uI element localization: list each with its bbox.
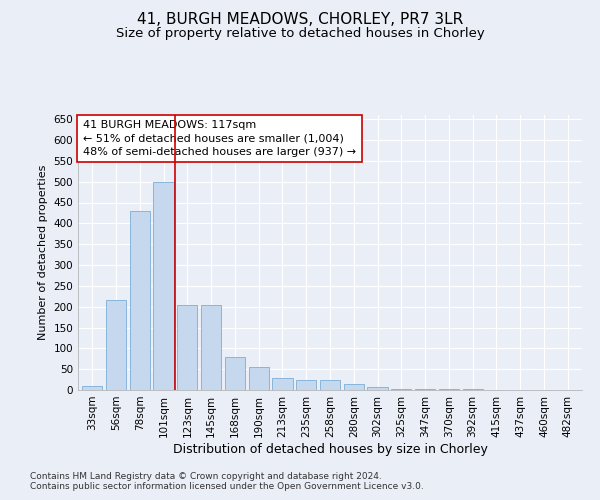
Text: Contains public sector information licensed under the Open Government Licence v3: Contains public sector information licen…	[30, 482, 424, 491]
Bar	[177, 304, 197, 390]
Bar	[106, 300, 126, 390]
X-axis label: Distribution of detached houses by size in Chorley: Distribution of detached houses by size …	[173, 442, 487, 456]
Bar	[415, 389, 435, 390]
Text: 41, BURGH MEADOWS, CHORLEY, PR7 3LR: 41, BURGH MEADOWS, CHORLEY, PR7 3LR	[137, 12, 463, 28]
Bar	[82, 386, 103, 390]
Bar	[344, 384, 364, 390]
Bar	[154, 182, 173, 390]
Bar	[225, 356, 245, 390]
Bar	[439, 389, 459, 390]
Bar	[248, 367, 269, 390]
Bar	[201, 304, 221, 390]
Bar	[463, 389, 483, 390]
Text: 41 BURGH MEADOWS: 117sqm
← 51% of detached houses are smaller (1,004)
48% of sem: 41 BURGH MEADOWS: 117sqm ← 51% of detach…	[83, 120, 356, 157]
Bar	[296, 380, 316, 390]
Bar	[367, 386, 388, 390]
Text: Size of property relative to detached houses in Chorley: Size of property relative to detached ho…	[116, 28, 484, 40]
Bar	[130, 211, 150, 390]
Y-axis label: Number of detached properties: Number of detached properties	[38, 165, 48, 340]
Bar	[391, 389, 412, 390]
Text: Contains HM Land Registry data © Crown copyright and database right 2024.: Contains HM Land Registry data © Crown c…	[30, 472, 382, 481]
Bar	[320, 380, 340, 390]
Bar	[272, 378, 293, 390]
